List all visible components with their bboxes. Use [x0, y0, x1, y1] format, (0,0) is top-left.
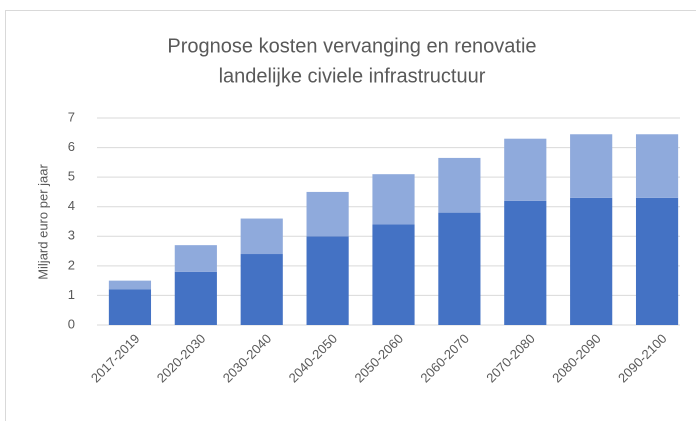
x-tick-label: 2070-2080: [483, 331, 538, 386]
bar-segment: [306, 191, 349, 237]
x-tick-label: 2017-2019: [88, 331, 143, 386]
x-tick-label: 2080-2090: [549, 331, 604, 386]
y-tick-label: 4: [68, 198, 75, 213]
x-tick-label: 2090-2100: [615, 331, 670, 386]
y-tick-label: 2: [68, 257, 75, 272]
bar-segment: [438, 212, 481, 325]
bar-segment: [240, 254, 283, 325]
bar-segment: [570, 134, 613, 198]
bar-segment: [240, 218, 283, 255]
bar-segment: [570, 197, 613, 325]
bar-segment: [635, 197, 679, 325]
y-tick-label: 3: [68, 228, 75, 243]
bar-segment: [504, 200, 547, 325]
y-tick-label: 5: [68, 169, 75, 184]
bar-segment: [306, 236, 349, 325]
bar-segment: [635, 134, 679, 198]
y-tick-label: 7: [68, 109, 75, 124]
bar-segment: [504, 138, 547, 201]
chart-title: landelijke civiele infrastructuur: [219, 65, 486, 87]
y-tick-label: 1: [68, 287, 75, 302]
x-tick-label: 2030-2040: [220, 331, 275, 386]
y-tick-label: 6: [68, 139, 75, 154]
bar-segment: [108, 289, 152, 325]
chart-title: Prognose kosten vervanging en renovatie: [167, 35, 536, 57]
bar-segment: [174, 245, 217, 272]
bar-segment: [372, 174, 415, 225]
bar-segment: [108, 280, 152, 290]
bar-segment: [174, 271, 217, 325]
chart-border: [5, 10, 696, 421]
bar-segment: [372, 224, 415, 325]
bar-segment: [438, 157, 481, 213]
x-tick-label: 2050-2060: [351, 331, 406, 386]
x-tick-label: 2040-2050: [286, 331, 341, 386]
x-tick-label: 2060-2070: [417, 331, 472, 386]
y-tick-label: 0: [68, 316, 75, 331]
x-tick-label: 2020-2030: [154, 331, 209, 386]
y-axis-label: Miljard euro per jaar: [35, 164, 50, 280]
